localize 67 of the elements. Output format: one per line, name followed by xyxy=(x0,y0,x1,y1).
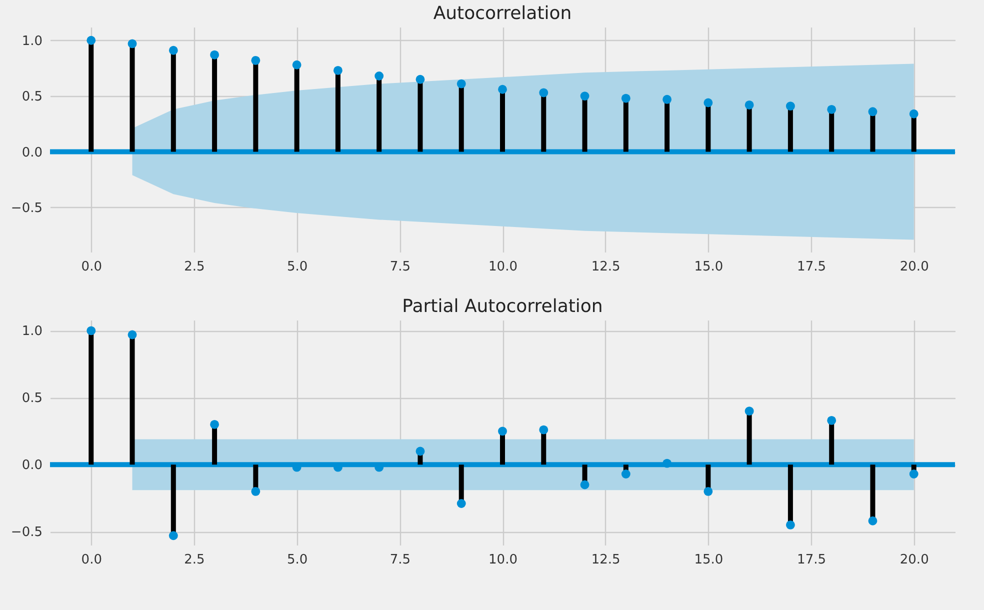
x-tick-label: 15.0 xyxy=(694,260,724,274)
point xyxy=(374,72,384,80)
chart-title: Partial Autocorrelation xyxy=(402,296,603,317)
point xyxy=(251,486,260,496)
point xyxy=(909,109,918,118)
x-tick-label: 15.0 xyxy=(694,552,724,568)
point xyxy=(868,107,878,116)
y-tick-label: 1.0 xyxy=(22,324,42,340)
x-tick-label: 10.0 xyxy=(488,260,518,274)
point xyxy=(786,102,795,111)
point xyxy=(210,50,220,60)
point xyxy=(456,79,466,88)
point xyxy=(662,458,672,468)
point xyxy=(868,516,878,526)
y-tick-label: 0.5 xyxy=(22,391,42,406)
point xyxy=(621,470,630,478)
point xyxy=(333,66,342,75)
x-tick-label: 2.5 xyxy=(184,552,205,568)
y-tick-label: −0.5 xyxy=(10,525,42,540)
y-tick-label: 0.0 xyxy=(22,145,42,160)
point xyxy=(128,39,137,48)
point xyxy=(416,446,425,456)
x-tick-label: 20.0 xyxy=(900,552,929,568)
x-tick-label: 0.0 xyxy=(81,260,102,274)
point xyxy=(704,486,713,496)
x-tick-label: 7.5 xyxy=(390,552,411,568)
x-tick-label: 5.0 xyxy=(286,260,308,274)
point xyxy=(498,426,507,436)
point xyxy=(704,98,713,108)
y-tick-label: 0.5 xyxy=(22,90,42,105)
x-tick-label: 17.5 xyxy=(797,552,826,568)
point xyxy=(786,520,795,530)
point xyxy=(456,499,466,508)
point xyxy=(168,531,178,540)
point xyxy=(744,100,754,110)
x-tick-label: 2.5 xyxy=(184,260,205,274)
point xyxy=(86,36,96,45)
point xyxy=(498,84,507,94)
x-tick-label: 0.0 xyxy=(81,552,102,568)
chart-title: Autocorrelation xyxy=(433,3,572,24)
point xyxy=(416,74,425,84)
point xyxy=(744,406,754,416)
y-tick-label: 0.0 xyxy=(22,458,42,474)
point xyxy=(539,88,548,98)
point xyxy=(827,416,836,425)
point xyxy=(292,60,302,70)
point xyxy=(662,94,672,104)
point xyxy=(86,326,96,336)
point xyxy=(580,92,590,101)
point xyxy=(909,470,918,478)
x-tick-label: 5.0 xyxy=(286,552,308,568)
x-tick-label: 7.5 xyxy=(390,260,411,274)
point xyxy=(128,330,137,340)
x-tick-label: 12.5 xyxy=(591,552,620,568)
point xyxy=(580,480,590,490)
point xyxy=(827,104,836,114)
x-tick-label: 12.5 xyxy=(591,260,620,274)
x-tick-label: 20.0 xyxy=(900,260,929,274)
y-tick-label: −0.5 xyxy=(10,200,42,216)
point xyxy=(168,46,178,55)
x-tick-label: 10.0 xyxy=(488,552,518,568)
point xyxy=(210,420,220,429)
point xyxy=(621,94,630,103)
point xyxy=(539,425,548,434)
x-tick-label: 17.5 xyxy=(797,260,826,274)
y-tick-label: 1.0 xyxy=(22,34,42,49)
point xyxy=(251,56,260,65)
